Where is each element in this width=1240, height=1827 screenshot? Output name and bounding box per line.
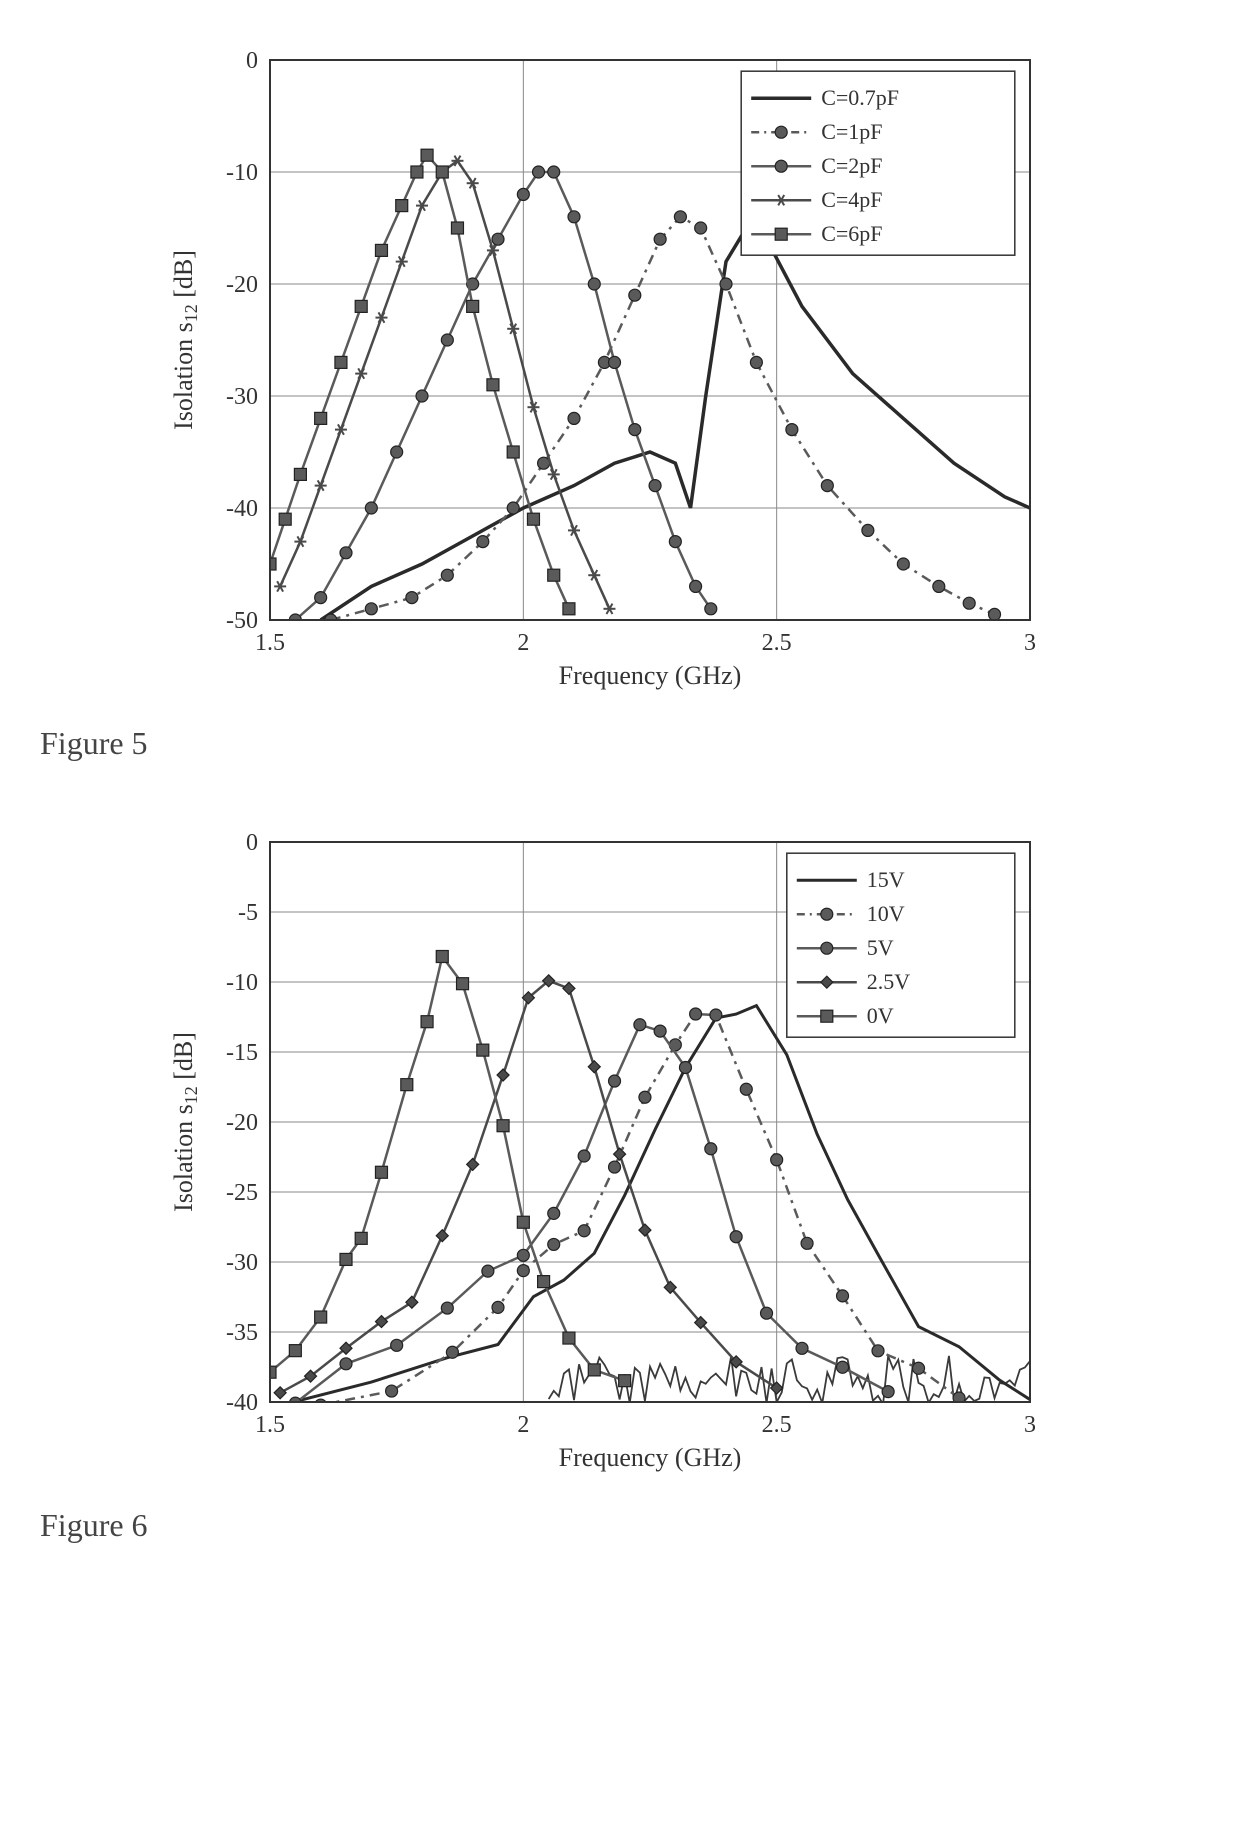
svg-text:C=4pF: C=4pF [821,187,882,212]
svg-text:C=1pF: C=1pF [821,119,882,144]
svg-text:-25: -25 [226,1180,258,1206]
svg-text:Frequency (GHz): Frequency (GHz) [559,1443,742,1472]
svg-text:1.5: 1.5 [255,630,285,656]
svg-text:3: 3 [1024,630,1036,656]
svg-text:Frequency (GHz): Frequency (GHz) [559,661,742,690]
svg-text:-30: -30 [226,1250,258,1276]
svg-text:-35: -35 [226,1320,258,1346]
svg-text:-10: -10 [226,160,258,186]
svg-text:-30: -30 [226,384,258,410]
svg-text:2.5: 2.5 [762,1412,792,1438]
svg-text:3: 3 [1024,1412,1036,1438]
svg-text:0V: 0V [867,1003,894,1028]
figure-6-svg: 1.5 2 2.5 3 -40 -35 -30 -25 -20 -15 -10 -5 0 Frequenc… [160,822,1050,1482]
svg-text:Isolation s12 [dB]: Isolation s12 [dB] [169,1032,201,1212]
svg-text:C=2pF: C=2pF [821,153,882,178]
svg-text:2.5: 2.5 [762,630,792,656]
svg-text:10V: 10V [867,901,905,926]
figure-6-caption: Figure 6 [40,1507,1200,1544]
svg-text:0: 0 [246,48,258,74]
svg-text:-15: -15 [226,1040,258,1066]
svg-text:-40: -40 [226,1390,258,1416]
svg-text:-40: -40 [226,496,258,522]
svg-text:-20: -20 [226,1110,258,1136]
svg-text:C=0.7pF: C=0.7pF [821,85,899,110]
svg-text:-50: -50 [226,608,258,634]
figure-6-block: 1.5 2 2.5 3 -40 -35 -30 -25 -20 -15 -10 -5 0 Frequenc… [40,822,1200,1544]
svg-text:2: 2 [517,1412,529,1438]
svg-text:15V: 15V [867,867,905,892]
figure-5-chart: 1.5 2 2.5 3 -50 -40 -30 -20 -10 0 Frequency (GHz) I… [160,40,1200,705]
svg-text:Isolation s12 [dB]: Isolation s12 [dB] [169,250,201,430]
svg-text:1.5: 1.5 [255,1412,285,1438]
svg-text:5V: 5V [867,935,894,960]
svg-text:-5: -5 [238,900,258,926]
svg-text:2: 2 [517,630,529,656]
svg-text:-10: -10 [226,970,258,996]
svg-text:C=6pF: C=6pF [821,221,882,246]
figure-6-chart: 1.5 2 2.5 3 -40 -35 -30 -25 -20 -15 -10 -5 0 Frequenc… [160,822,1200,1487]
svg-text:0: 0 [246,830,258,856]
figure-5-caption: Figure 5 [40,725,1200,762]
svg-text:2.5V: 2.5V [867,969,911,994]
figure-5-svg: 1.5 2 2.5 3 -50 -40 -30 -20 -10 0 Frequency (GHz) I… [160,40,1050,700]
svg-text:-20: -20 [226,272,258,298]
figure-5-block: 1.5 2 2.5 3 -50 -40 -30 -20 -10 0 Frequency (GHz) I… [40,40,1200,762]
